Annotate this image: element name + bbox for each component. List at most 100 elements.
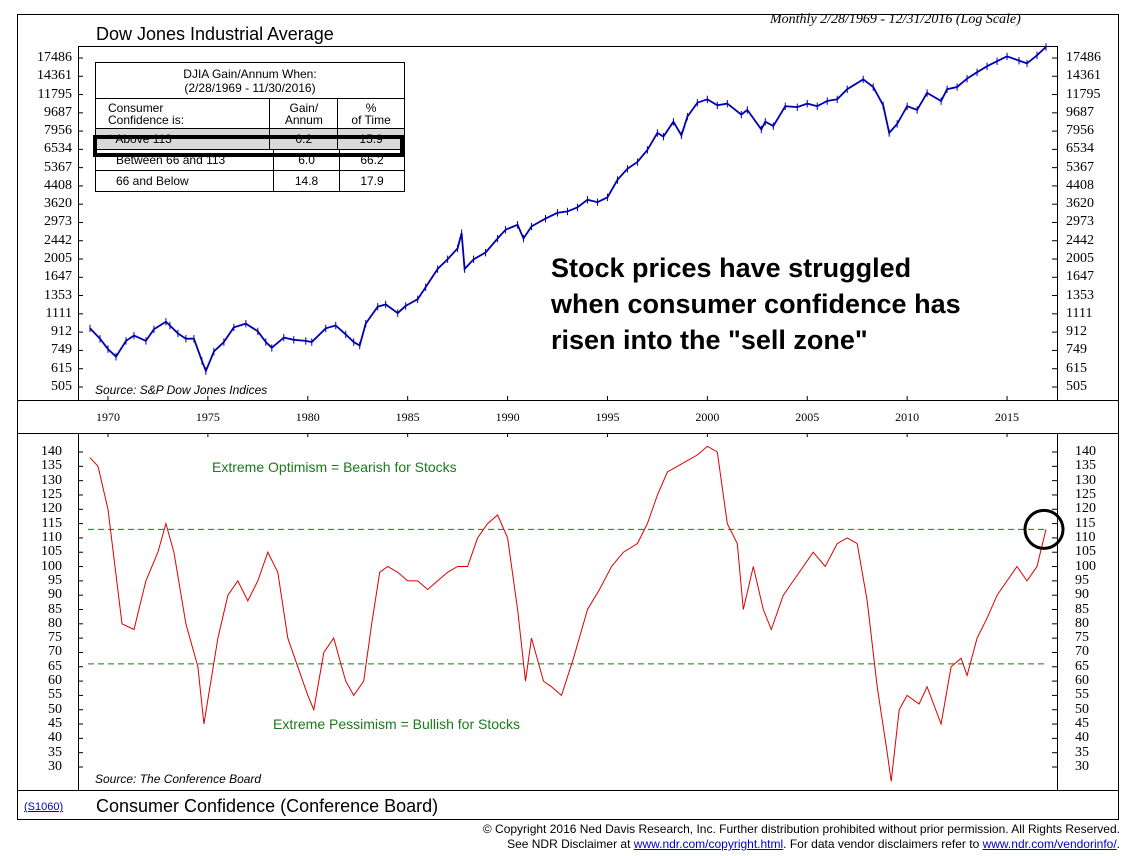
djia-ytick-right: 1111	[1066, 305, 1093, 321]
djia-ytick-right: 2442	[1066, 232, 1094, 248]
cc-ytick-right: 95	[1075, 572, 1089, 588]
footer-disclaimer-pre: See NDR Disclaimer at	[507, 837, 634, 851]
djia-ytick-right: 14361	[1066, 68, 1101, 84]
stats-row: 66 and Below 14.8 17.9	[96, 170, 404, 191]
djia-ytick-left: 2973	[44, 214, 72, 230]
cc-ytick-left: 130	[41, 472, 62, 488]
stats-col-headers: Consumer Confidence is: Gain/ Annum % of…	[96, 99, 404, 128]
cc-ytick-right: 45	[1075, 716, 1089, 732]
djia-ytick-left: 3620	[44, 196, 72, 212]
djia-ytick-right: 6534	[1066, 141, 1094, 157]
footer-copyright: © Copyright 2016 Ned Davis Research, Inc…	[482, 822, 1120, 836]
djia-ytick-right: 11795	[1066, 86, 1101, 102]
col-header-time-line2: of Time	[351, 113, 391, 127]
col-header-time: % of Time	[338, 99, 404, 128]
chart-code[interactable]: (S1060)	[24, 801, 64, 813]
cc-ytick-left: 110	[41, 529, 62, 545]
cc-ytick-left: 60	[48, 673, 62, 689]
confidence-series-line	[89, 445, 1047, 782]
bottom-panel-bottom-border	[17, 790, 1119, 791]
col-header-confidence-line1: Consumer	[108, 101, 164, 115]
cc-ytick-left: 115	[41, 515, 62, 531]
stats-row-time: 17.9	[360, 174, 384, 188]
djia-series-line	[89, 46, 1047, 374]
cc-ytick-left: 70	[48, 644, 62, 660]
x-tick-label: 1990	[495, 410, 520, 424]
djia-source: Source: S&P Dow Jones Indices	[95, 383, 268, 397]
djia-ytick-right: 3620	[1066, 196, 1094, 212]
col-header-confidence: Consumer Confidence is:	[96, 99, 271, 128]
top-right-axis	[1057, 46, 1058, 400]
djia-ytick-right: 2973	[1066, 214, 1094, 230]
djia-ytick-right: 4408	[1066, 177, 1094, 193]
copyright-link[interactable]: www.ndr.com/copyright.html	[633, 837, 784, 851]
cc-ytick-left: 105	[41, 544, 62, 560]
x-tick-label: 1985	[395, 410, 420, 424]
cc-ytick-left: 125	[41, 486, 62, 502]
cc-ytick-right: 80	[1075, 615, 1089, 631]
djia-ytick-left: 505	[51, 379, 72, 394]
annotation-line2: when consumer confidence has	[551, 289, 961, 319]
cc-ytick-right: 130	[1075, 472, 1096, 488]
cc-ytick-left: 85	[48, 601, 62, 617]
stats-heading-line1: DJIA Gain/Annum When:	[183, 67, 317, 81]
djia-ytick-right: 615	[1066, 360, 1087, 376]
cc-ytick-right: 50	[1075, 701, 1089, 717]
latest-value-circle	[1023, 508, 1065, 550]
cc-ytick-left: 35	[48, 744, 62, 760]
cc-ytick-right: 85	[1075, 601, 1089, 617]
djia-title: Dow Jones Industrial Average	[96, 24, 334, 44]
cc-ytick-right: 105	[1075, 544, 1096, 560]
top-plot-top-border	[78, 46, 1058, 47]
annotation: Stock prices have struggled when consume…	[551, 250, 961, 358]
djia-plot	[78, 43, 1057, 437]
cc-ytick-left: 80	[48, 615, 62, 631]
djia-ytick-left: 4408	[44, 177, 72, 193]
stats-row-label: 66 and Below	[96, 171, 275, 191]
cc-ytick-left: 95	[48, 572, 62, 588]
x-tick-label: 2005	[795, 410, 820, 424]
bottom-right-axis	[1057, 433, 1058, 790]
cc-ytick-left: 140	[41, 444, 62, 459]
chart-frame	[17, 14, 1119, 820]
djia-ytick-left: 912	[51, 324, 72, 340]
djia-ytick-left: 7956	[44, 123, 72, 139]
cc-ytick-left: 135	[41, 458, 62, 474]
footer-disclaimer: See NDR Disclaimer at www.ndr.com/copyri…	[483, 837, 1120, 852]
djia-ytick-left: 17486	[37, 50, 72, 65]
djia-ytick-right: 1647	[1066, 269, 1094, 285]
cc-ytick-left: 100	[41, 558, 62, 574]
top-panel-bottom-border	[17, 400, 1119, 401]
pessimism-label: Extreme Pessimism = Bullish for Stocks	[273, 716, 521, 732]
cc-ytick-right: 100	[1075, 558, 1096, 574]
cc-ytick-right: 35	[1075, 744, 1089, 760]
djia-ytick-left: 6534	[44, 141, 72, 157]
djia-ytick-left: 1353	[44, 287, 72, 303]
bottom-panel-top-border	[17, 433, 1119, 434]
djia-ytick-left: 749	[51, 342, 72, 358]
x-tick-label: 1980	[295, 410, 320, 424]
x-tick-label: 1995	[595, 410, 620, 424]
djia-ytick-right: 912	[1066, 324, 1087, 340]
col-header-gain: Gain/ Annum	[270, 99, 339, 128]
col-header-confidence-line2: Confidence is:	[108, 113, 185, 127]
cc-ytick-right: 70	[1075, 644, 1089, 660]
cc-ytick-left: 55	[48, 687, 62, 703]
col-header-time-line1: %	[365, 101, 377, 115]
cc-ytick-left: 120	[41, 501, 62, 517]
annotation-line1: Stock prices have struggled	[551, 253, 912, 283]
djia-ytick-left: 1647	[44, 269, 72, 285]
x-tick-label: 2010	[895, 410, 920, 424]
stats-table-box: DJIA Gain/Annum When: (2/28/1969 - 11/30…	[95, 62, 405, 192]
cc-ytick-left: 65	[48, 658, 62, 674]
vendorinfo-link[interactable]: www.ndr.com/vendorinfo/	[982, 837, 1117, 851]
cc-ytick-left: 45	[48, 716, 62, 732]
djia-ytick-left: 1111	[45, 305, 72, 321]
optimism-label: Extreme Optimism = Bearish for Stocks	[212, 459, 457, 475]
confidence-plot	[78, 445, 1065, 782]
bottom-left-axis	[78, 433, 79, 790]
confidence-title: Consumer Confidence (Conference Board)	[96, 796, 439, 816]
cc-ytick-right: 75	[1075, 630, 1089, 646]
djia-ytick-right: 5367	[1066, 159, 1094, 175]
